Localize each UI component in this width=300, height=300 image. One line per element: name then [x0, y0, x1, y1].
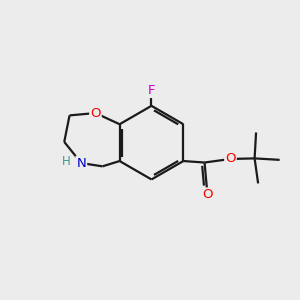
Text: O: O: [90, 106, 101, 119]
Text: O: O: [225, 152, 236, 166]
Text: N: N: [76, 157, 86, 169]
Text: O: O: [202, 188, 213, 201]
Text: F: F: [148, 84, 155, 97]
Text: H: H: [62, 155, 71, 168]
